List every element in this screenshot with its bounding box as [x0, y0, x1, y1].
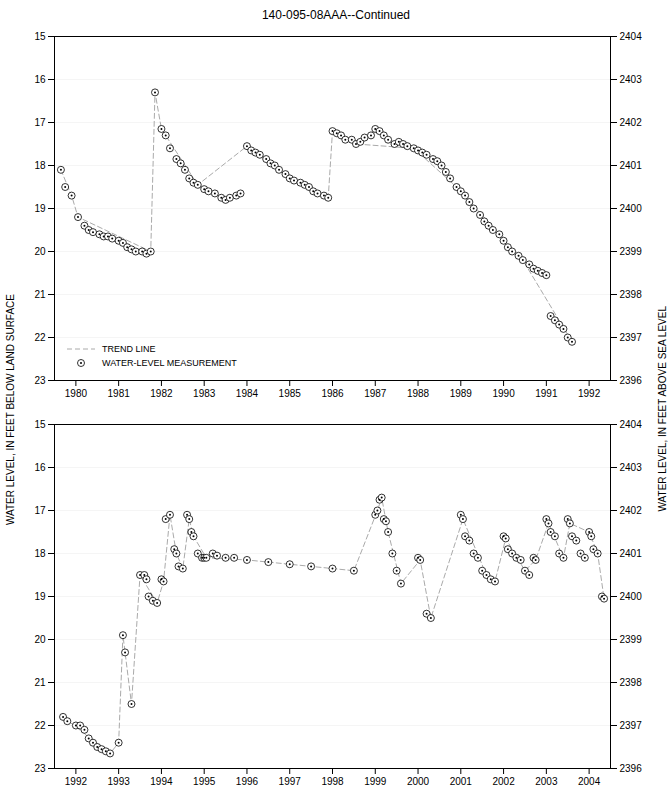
- html-text:WATER LEVEL, IN FEET BELOW LAN: WATER LEVEL, IN FEET BELOW LAND SURFACE: [4, 293, 16, 525]
- svg-text:16: 16: [34, 462, 46, 473]
- svg-text:1980: 1980: [65, 388, 88, 399]
- svg-text:2404: 2404: [620, 419, 643, 430]
- svg-text:1985: 1985: [279, 388, 302, 399]
- svg-text:1992: 1992: [578, 388, 601, 399]
- svg-text:1988: 1988: [407, 388, 430, 399]
- svg-text:2403: 2403: [620, 74, 643, 85]
- svg-text:18: 18: [34, 160, 46, 171]
- svg-text:2000: 2000: [407, 776, 430, 787]
- svg-text:2402: 2402: [620, 505, 643, 516]
- svg-text:1997: 1997: [279, 776, 302, 787]
- svg-text:1989: 1989: [450, 388, 473, 399]
- svg-text:1996: 1996: [236, 776, 259, 787]
- svg-text:2403: 2403: [620, 462, 643, 473]
- html-text:WATER-LEVEL MEASUREMENT: WATER-LEVEL MEASUREMENT: [102, 358, 237, 368]
- svg-text:1983: 1983: [193, 388, 216, 399]
- svg-text:2404: 2404: [620, 31, 643, 42]
- svg-text:2402: 2402: [620, 117, 643, 128]
- svg-text:2400: 2400: [620, 203, 643, 214]
- svg-text:19: 19: [34, 591, 46, 602]
- svg-text:18: 18: [34, 548, 46, 559]
- svg-text:20: 20: [34, 246, 46, 257]
- svg-text:1984: 1984: [236, 388, 259, 399]
- svg-text:2400: 2400: [620, 591, 643, 602]
- svg-text:2401: 2401: [620, 160, 643, 171]
- svg-text:2398: 2398: [620, 677, 643, 688]
- svg-text:1999: 1999: [364, 776, 387, 787]
- svg-text:1995: 1995: [193, 776, 216, 787]
- svg-text:1992: 1992: [65, 776, 88, 787]
- svg-text:1986: 1986: [321, 388, 344, 399]
- svg-text:1990: 1990: [492, 388, 515, 399]
- svg-text:16: 16: [34, 74, 46, 85]
- html-text:140-095-08AAA--Continued: 140-095-08AAA--Continued: [261, 8, 410, 22]
- svg-text:2396: 2396: [620, 763, 643, 774]
- svg-text:1991: 1991: [535, 388, 558, 399]
- svg-text:1982: 1982: [150, 388, 173, 399]
- svg-text:2397: 2397: [620, 720, 643, 731]
- svg-text:1998: 1998: [321, 776, 344, 787]
- svg-text:23: 23: [34, 763, 46, 774]
- html-text:TREND LINE: TREND LINE: [102, 344, 156, 354]
- svg-text:2003: 2003: [535, 776, 558, 787]
- svg-text:19: 19: [34, 203, 46, 214]
- svg-text:21: 21: [34, 289, 46, 300]
- svg-text:17: 17: [34, 117, 46, 128]
- svg-text:1994: 1994: [150, 776, 173, 787]
- svg-text:2399: 2399: [620, 246, 643, 257]
- svg-text:22: 22: [34, 720, 46, 731]
- svg-text:2401: 2401: [620, 548, 643, 559]
- svg-text:21: 21: [34, 677, 46, 688]
- svg-text:2399: 2399: [620, 634, 643, 645]
- svg-text:2396: 2396: [620, 375, 643, 386]
- svg-text:1993: 1993: [108, 776, 131, 787]
- svg-text:20: 20: [34, 634, 46, 645]
- svg-text:2398: 2398: [620, 289, 643, 300]
- svg-text:15: 15: [34, 31, 46, 42]
- svg-text:2397: 2397: [620, 332, 643, 343]
- svg-text:2004: 2004: [578, 776, 601, 787]
- html-text:WATER LEVEL, IN FEET ABOVE SEA: WATER LEVEL, IN FEET ABOVE SEA LEVEL: [656, 306, 668, 512]
- svg-text:23: 23: [34, 375, 46, 386]
- svg-text:17: 17: [34, 505, 46, 516]
- svg-text:2002: 2002: [492, 776, 515, 787]
- svg-text:1981: 1981: [108, 388, 131, 399]
- svg-text:22: 22: [34, 332, 46, 343]
- svg-text:15: 15: [34, 419, 46, 430]
- svg-text:1987: 1987: [364, 388, 387, 399]
- svg-text:2001: 2001: [450, 776, 473, 787]
